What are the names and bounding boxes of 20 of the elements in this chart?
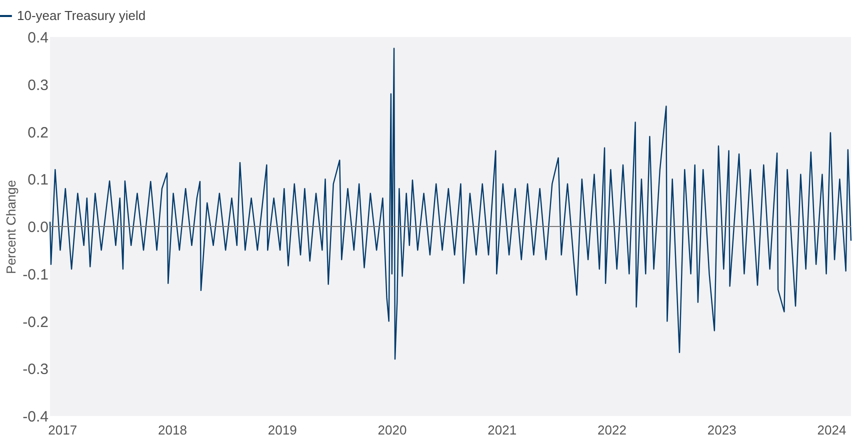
x-tick-label: 2023 xyxy=(707,422,736,438)
y-axis-title: Percent Change xyxy=(4,180,19,274)
y-tick-label: 0.4 xyxy=(28,30,48,46)
x-tick-label: 2017 xyxy=(48,422,78,438)
y-tick-label: 0.3 xyxy=(28,76,48,94)
x-tick-label: 2020 xyxy=(378,422,407,438)
legend-label: 10-year Treasury yield xyxy=(17,8,146,23)
y-tick-label: 0.0 xyxy=(28,219,48,236)
y-tick-label: -0.1 xyxy=(22,266,48,284)
x-tick-label: 2018 xyxy=(158,422,187,438)
y-tick-label: -0.2 xyxy=(22,314,48,331)
line-series xyxy=(49,48,852,360)
x-tick-label: 2019 xyxy=(268,422,297,438)
y-tick-label: -0.4 xyxy=(22,408,48,426)
y-tick-label: 0.1 xyxy=(28,172,48,189)
y-tick-label: -0.3 xyxy=(22,361,48,378)
y-tick-label: 0.2 xyxy=(28,124,48,142)
x-tick-label: 2021 xyxy=(488,422,517,438)
x-tick-label: 2024 xyxy=(817,422,846,438)
x-tick-label: 2022 xyxy=(598,422,626,438)
